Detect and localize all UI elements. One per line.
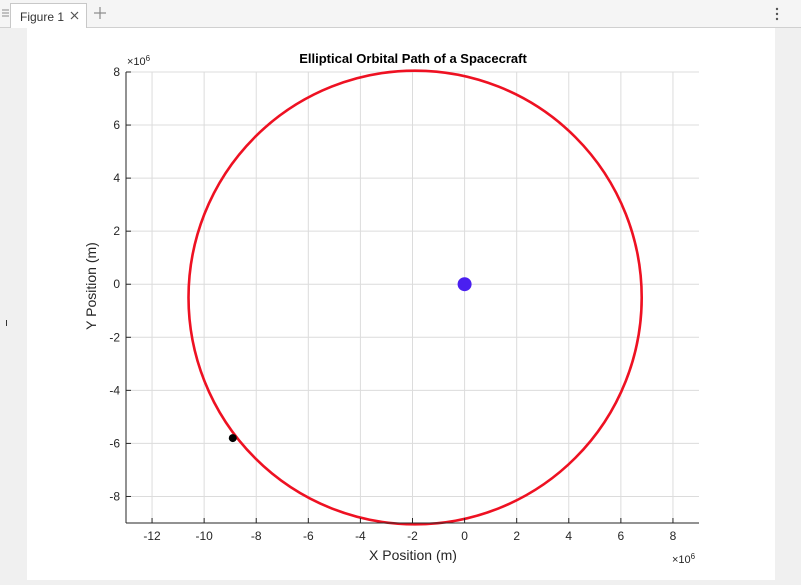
x-tick-label: -4 — [355, 529, 366, 543]
x-tick-label: -12 — [143, 529, 161, 543]
grid-lines — [126, 71, 699, 523]
y-tick-label: 2 — [113, 224, 120, 238]
plus-icon[interactable] — [92, 5, 108, 21]
y-tick-label: 0 — [113, 277, 120, 291]
tab-label: Figure 1 — [20, 10, 65, 24]
x-tick-label: -2 — [407, 529, 418, 543]
grip-icon[interactable] — [2, 8, 9, 19]
y-tick-label: -8 — [109, 489, 120, 503]
orbit-path — [187, 69, 644, 526]
x-exponent-label: ×106 — [672, 552, 696, 566]
y-tick-label: 4 — [113, 171, 120, 185]
figure-canvas: -12 -10 -8 -6 -4 -2 0 2 4 6 8 -8 -6 -4 -2 0 2 4 6 8 Ellipti… — [27, 28, 775, 580]
x-tick-label: 4 — [565, 529, 572, 543]
resize-handle[interactable] — [6, 320, 7, 326]
x-exponent-power: 6 — [691, 552, 696, 561]
y-tick-label: -4 — [109, 383, 120, 397]
orbit-layer — [187, 69, 644, 526]
orbit-plot[interactable]: -12 -10 -8 -6 -4 -2 0 2 4 6 8 -8 -6 -4 -2 0 2 4 6 8 Ellipti… — [27, 28, 775, 580]
tick-labels: -12 -10 -8 -6 -4 -2 0 2 4 6 8 -8 -6 -4 -2 0 2 4 6 8 — [109, 65, 676, 543]
y-axis-label: Y Position (m) — [83, 242, 99, 330]
y-tick-label: 6 — [113, 118, 120, 132]
x-tick-label: 6 — [618, 529, 625, 543]
x-tick-label: -8 — [251, 529, 262, 543]
x-axis-label: X Position (m) — [369, 547, 457, 563]
x-tick-label: 0 — [461, 529, 468, 543]
y-exponent-base: ×10 — [127, 56, 146, 68]
x-tick-label: -10 — [195, 529, 213, 543]
tab-bar: Figure 1 — [0, 0, 801, 28]
figure-area: -12 -10 -8 -6 -4 -2 0 2 4 6 8 -8 -6 -4 -2 0 2 4 6 8 Ellipti… — [2, 28, 799, 580]
y-tick-label: -2 — [109, 330, 120, 344]
x-tick-label: 8 — [670, 529, 677, 543]
close-icon[interactable] — [67, 8, 81, 22]
y-tick-label: 8 — [113, 65, 120, 79]
tab-figure-1[interactable]: Figure 1 — [10, 3, 87, 28]
x-exponent-base: ×10 — [672, 554, 691, 566]
x-tick-label: -6 — [303, 529, 314, 543]
y-exponent-power: 6 — [146, 54, 151, 63]
spacecraft-marker — [228, 434, 237, 443]
y-tick-label: -6 — [109, 436, 120, 450]
central-body-marker — [457, 277, 472, 292]
axes — [125, 71, 699, 524]
y-exponent-label: ×106 — [127, 54, 151, 68]
chart-title: Elliptical Orbital Path of a Spacecraft — [299, 51, 527, 66]
vertical-dots-icon[interactable] — [771, 6, 783, 22]
x-tick-label: 2 — [513, 529, 520, 543]
